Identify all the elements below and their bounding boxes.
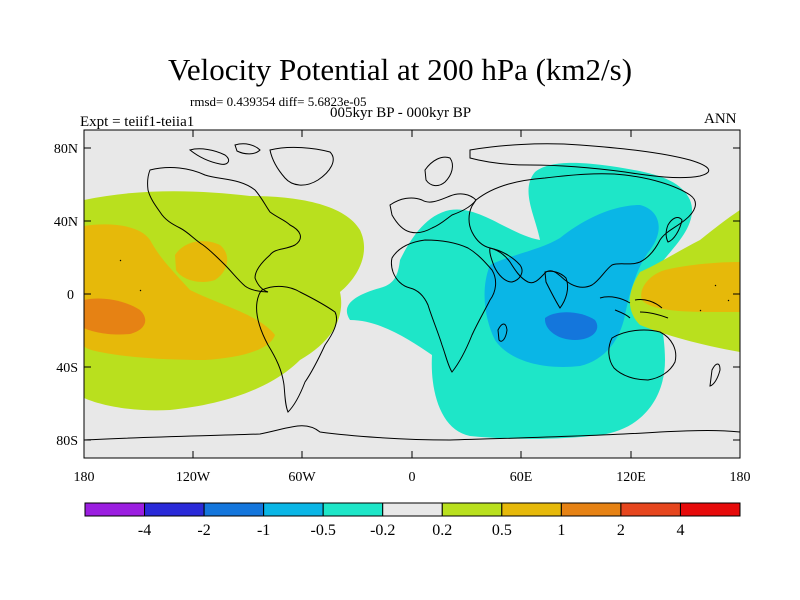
period-label: 005kyr BP - 000kyr BP (330, 105, 472, 121)
colorbar-labels: -4 -2 -1 -0.5 -0.2 0.2 0.5 1 2 4 (138, 522, 685, 539)
lat-label-40n: 40N (54, 215, 78, 230)
coastline-japan (665, 217, 683, 243)
lon-label-120e: 120E (616, 470, 646, 485)
coastline-madagascar (497, 323, 508, 342)
lon-label-120w: 120W (176, 470, 211, 485)
colorbar-label: -1 (257, 522, 270, 539)
lat-label-40s: 40S (56, 361, 78, 376)
coastline-europe (389, 193, 477, 234)
colorbar-label: -0.2 (370, 522, 395, 539)
coastline-greenland (269, 146, 334, 186)
colorbar-label: 0.2 (432, 522, 452, 539)
colorbar-swatch (144, 502, 205, 517)
stats-line: rmsd= 0.439354 diff= 5.6823e-05 (190, 94, 367, 109)
coastline-south-america (256, 285, 338, 413)
plot-title: Velocity Potential at 200 hPa (km2/s) (167, 52, 633, 87)
lat-label-80n: 80N (54, 142, 78, 157)
coastline-australia (608, 329, 677, 381)
coastline-india (544, 270, 569, 309)
colorbar-swatch (441, 502, 503, 517)
coastline-new-zealand (709, 363, 721, 387)
latitude-axis: 80N 40N 0 40S 80S (54, 142, 740, 449)
coastlines (84, 143, 740, 441)
coastline-islands (119, 259, 730, 312)
colorbar-label: 0.5 (492, 522, 512, 539)
lon-label-60e: 60E (510, 470, 533, 485)
colorbar-label: -2 (197, 522, 210, 539)
colorbar-swatch (501, 502, 562, 517)
colorbar-swatch (263, 502, 324, 517)
coastline-africa (390, 239, 497, 373)
coastline-arctic-canada (188, 143, 261, 165)
contour-region-darkorange-west (84, 298, 146, 335)
coastline-arabia (489, 247, 523, 283)
lon-label-0: 0 (409, 470, 416, 485)
contour-region-orange-west-2 (175, 241, 228, 282)
contour-region-negative-core (484, 205, 659, 367)
colorbar-label: -4 (138, 522, 151, 539)
experiment-label: Expt = teiif1-teiia1 (80, 114, 195, 130)
colorbar-swatch (322, 502, 384, 517)
contour-region-negative-deep (544, 312, 598, 340)
coastline-antarctica (84, 425, 740, 441)
lat-label-80s: 80S (56, 434, 78, 449)
coastline-asia (468, 173, 696, 288)
colorbar-label: 4 (676, 522, 684, 539)
colorbar-label: -0.5 (311, 522, 336, 539)
colorbar-swatch (679, 502, 741, 517)
lon-label-180w: 180 (74, 470, 95, 485)
longitude-axis: 180 120W 60W 0 60E 120E 180 (74, 130, 751, 485)
colorbar-swatch (84, 502, 146, 517)
lon-label-60w: 60W (288, 470, 316, 485)
colorbar-swatch (560, 502, 622, 517)
colorbar-label: 1 (557, 522, 565, 539)
lat-label-0: 0 (67, 288, 74, 303)
coastline-north-america (147, 167, 301, 293)
coastline-scandinavia (424, 156, 453, 187)
colorbar-label: 2 (617, 522, 625, 539)
coastline-arctic-russia (469, 143, 710, 179)
coastline-maritime (599, 296, 669, 319)
season-label: ANN (704, 111, 737, 127)
colorbar-swatch (382, 502, 443, 517)
colorbar-swatch (203, 502, 265, 517)
contour-region-orange-east (641, 262, 740, 312)
contour-fills (84, 162, 740, 439)
colorbar-swatches (84, 502, 741, 517)
lon-label-180e: 180 (730, 470, 751, 485)
colorbar-swatch (620, 502, 681, 517)
